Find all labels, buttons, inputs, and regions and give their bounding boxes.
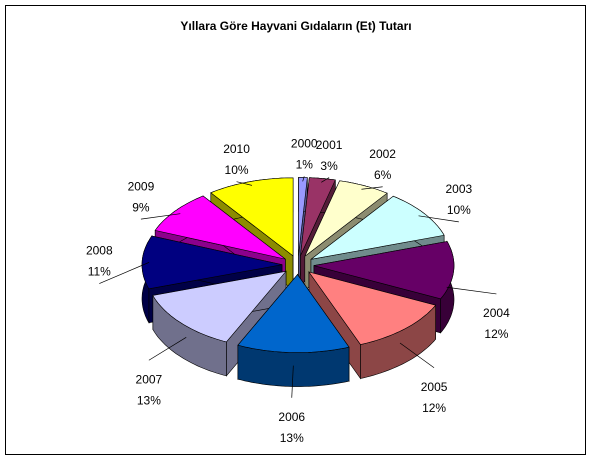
slice-value-label: 10%	[225, 163, 249, 177]
slice	[308, 271, 437, 345]
slice	[210, 177, 294, 257]
chart-title: Yıllara Göre Hayvani Gıdaların (Et) Tuta…	[180, 19, 411, 33]
leader-line	[140, 213, 181, 220]
leader-line	[399, 342, 435, 369]
leader-line	[236, 181, 253, 186]
slice-category: 2007	[136, 372, 163, 386]
leader-line	[302, 176, 305, 182]
slice-category: 2005	[421, 380, 448, 394]
slice	[141, 235, 283, 290]
leader-line	[321, 177, 330, 183]
slice-value-label: 9%	[132, 200, 150, 214]
slice	[298, 177, 308, 256]
slice-category: 2006	[278, 410, 305, 424]
leader-line	[361, 186, 383, 190]
leader-line	[418, 215, 459, 223]
slice-category: 2000	[291, 136, 318, 150]
slice-value-label: 1%	[296, 157, 314, 171]
slice-value-label: 6%	[374, 168, 392, 182]
chart-border	[5, 5, 586, 455]
leader-line	[148, 337, 187, 361]
leader-line	[99, 262, 150, 284]
slice	[154, 195, 286, 260]
slice-category: 2001	[316, 138, 343, 152]
slice-category: 2004	[483, 306, 510, 320]
slice-category: 2009	[128, 179, 155, 193]
slice-value-label: 13%	[137, 393, 161, 407]
slice-value-label: 12%	[484, 327, 508, 341]
slice	[310, 195, 445, 260]
slice-value-label: 3%	[320, 159, 338, 173]
slice-value-label: 12%	[422, 401, 446, 415]
slice-category: 2003	[445, 182, 472, 196]
slice-category: 2002	[369, 147, 396, 161]
slice-value-label: 11%	[88, 265, 111, 279]
leader-line	[291, 365, 294, 398]
slice-value-label: 10%	[447, 203, 471, 217]
slice-value-label: 13%	[280, 431, 304, 445]
slice	[300, 177, 336, 256]
slice-category: 2008	[86, 244, 113, 258]
slice-category: 2010	[223, 142, 250, 156]
leader-line	[446, 286, 497, 295]
slice	[152, 270, 287, 343]
slice	[304, 180, 388, 257]
slice	[313, 241, 455, 300]
slice	[237, 274, 350, 353]
